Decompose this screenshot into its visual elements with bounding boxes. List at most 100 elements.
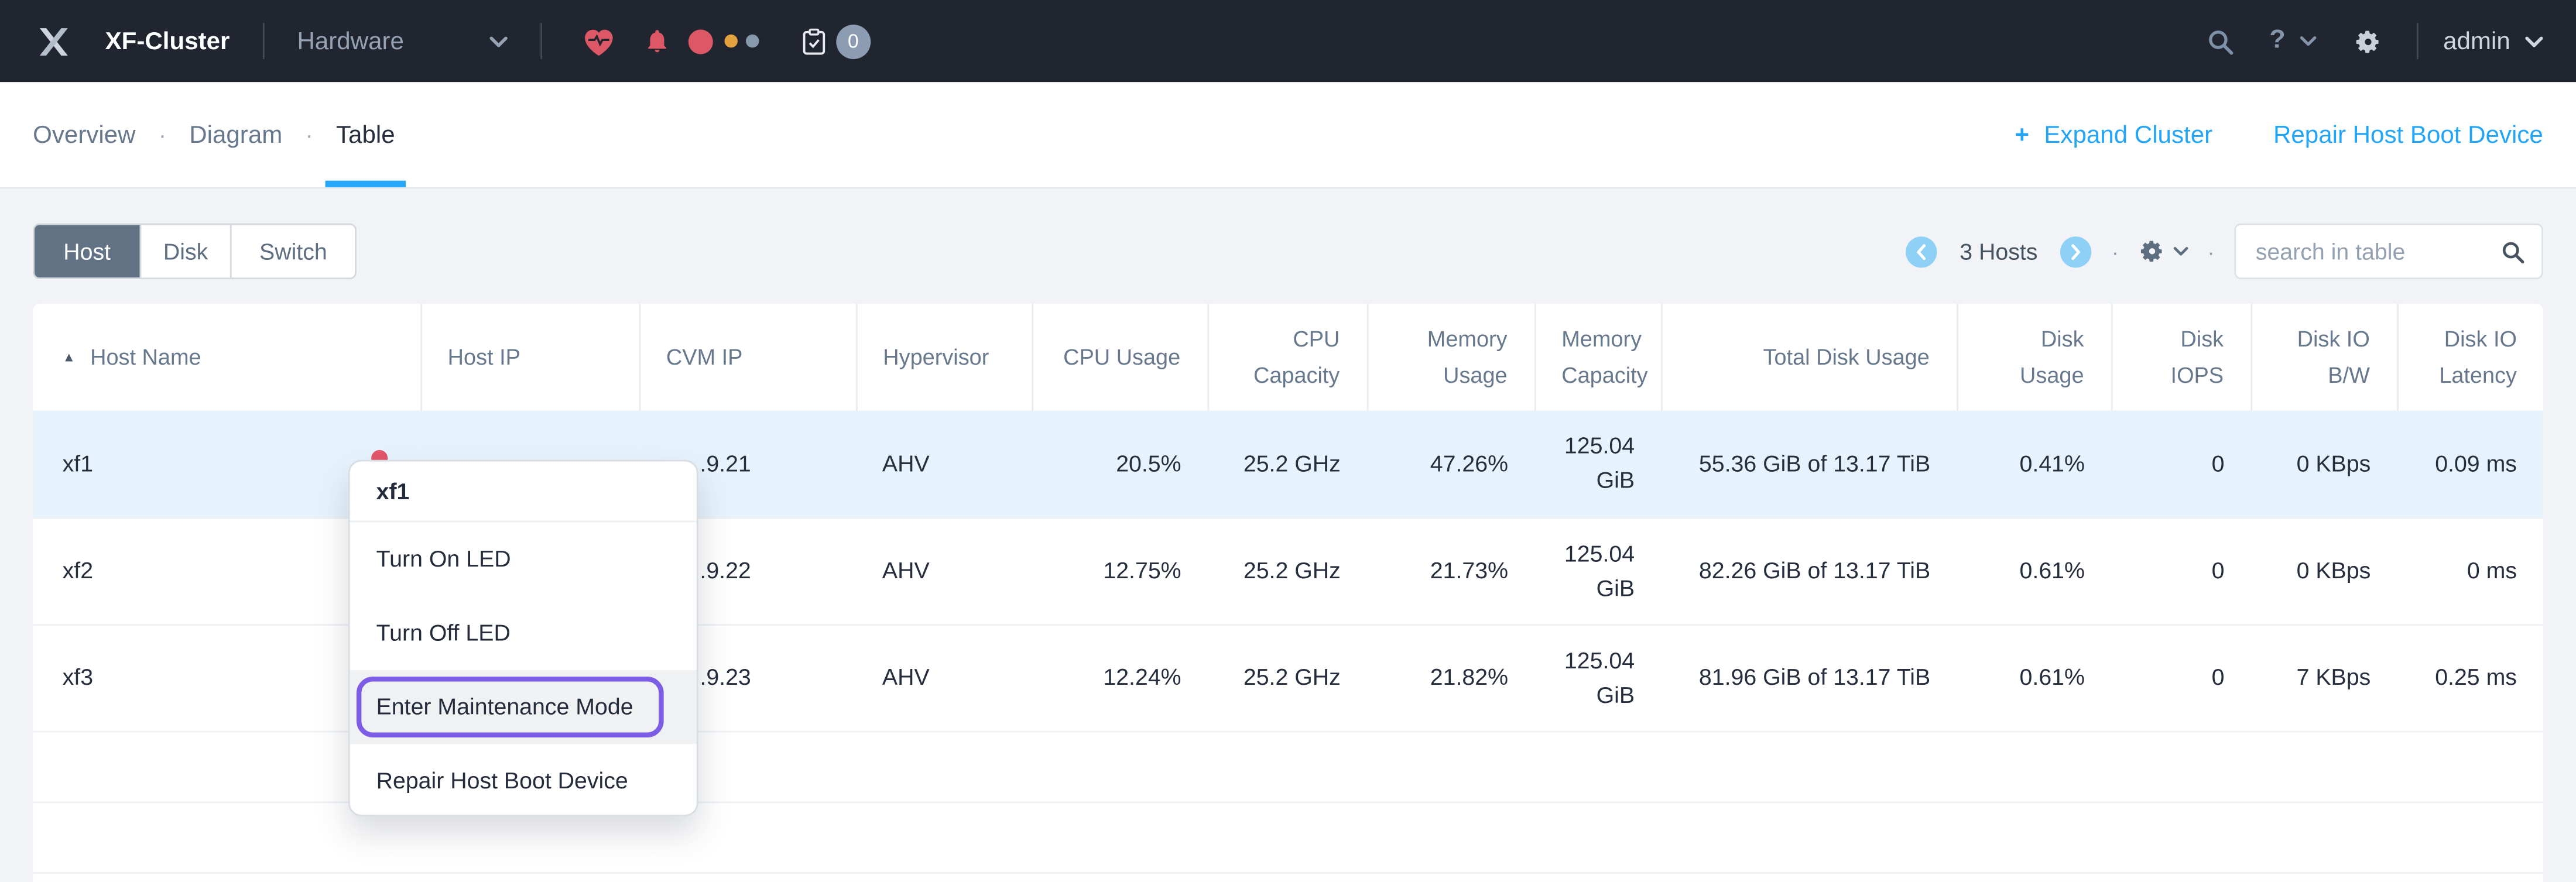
app-window: XF-Cluster Hardware [0, 0, 2576, 882]
host-context-menu: xf1 Turn On LED Turn Off LED Enter Maint… [348, 460, 698, 816]
cell-total-disk-usage: 81.96 GiB of 13.17 TiB [1661, 624, 1957, 730]
settings-gear-icon[interactable] [2355, 27, 2383, 55]
tab-table[interactable]: Table [336, 82, 395, 187]
cell-disk-usage: 0.61% [1957, 624, 2111, 730]
cell-disk-io-bw: 0 KBps [2250, 411, 2397, 517]
menu-item-repair-host-boot-device[interactable]: Repair Host Boot Device [350, 744, 697, 816]
search-icon[interactable] [2207, 27, 2235, 55]
table-settings-gear[interactable] [2139, 238, 2188, 265]
cell-cpu-usage: 12.75% [1032, 517, 1207, 624]
table-toolbar: Host Disk Switch 3 Hosts · [33, 224, 2543, 279]
expand-cluster-button[interactable]: + Expand Cluster [2015, 121, 2212, 149]
cluster-name[interactable]: XF-Cluster [105, 27, 230, 55]
user-menu[interactable]: admin [2443, 27, 2543, 55]
cell-disk-usage: 0.41% [1957, 411, 2111, 517]
cell-disk-io-latency: 0.25 ms [2397, 624, 2543, 730]
table-search-input[interactable] [2252, 236, 2500, 266]
cell-memory-capacity: 125.04 GiB [1534, 517, 1661, 624]
cell-cpu-capacity: 25.2 GHz [1207, 517, 1366, 624]
main-menu-hardware[interactable]: Hardware [297, 27, 507, 55]
help-chevron-down-icon[interactable] [2300, 36, 2317, 46]
cell-memory-capacity: 125.04 GiB [1534, 624, 1661, 730]
page-actions: + Expand Cluster Repair Host Boot Device [2015, 121, 2543, 149]
entity-tab-host[interactable]: Host [35, 225, 140, 277]
cell-cpu-capacity: 25.2 GHz [1207, 411, 1366, 517]
chevron-down-icon [489, 35, 508, 47]
tab-separator-dot: · [306, 122, 313, 148]
cell-hypervisor: AHV [856, 517, 1032, 624]
info-alerts-dot[interactable] [746, 35, 759, 47]
cell-disk-iops: 0 [2111, 624, 2251, 730]
prev-page-button[interactable] [1906, 236, 1937, 267]
column-header-disk-usage[interactable]: Disk Usage [1957, 304, 2111, 410]
next-page-button[interactable] [2061, 236, 2092, 267]
column-header-memory-capacity[interactable]: Memory Capacity [1534, 304, 1661, 410]
cell-memory-usage: 21.82% [1367, 624, 1534, 730]
table-header-row: ▲Host Name Host IP CVM IP Hypervisor CPU… [33, 304, 2543, 410]
help-icon[interactable]: ? [2269, 26, 2285, 56]
cell-cpu-capacity: 25.2 GHz [1207, 624, 1366, 730]
column-header-cvm-ip[interactable]: CVM IP [639, 304, 856, 410]
cell-disk-io-latency: 0.09 ms [2397, 411, 2543, 517]
entity-tab-disk[interactable]: Disk [140, 225, 230, 277]
nutanix-x-logo-icon[interactable] [33, 20, 74, 61]
toolbar-separator-dot: · [2112, 239, 2119, 263]
gear-chevron-down-icon [2173, 246, 2188, 256]
cell-memory-usage: 21.73% [1367, 517, 1534, 624]
column-header-total-disk-usage[interactable]: Total Disk Usage [1661, 304, 1957, 410]
cell-disk-io-latency: 0 ms [2397, 517, 2543, 624]
column-header-cpu-capacity[interactable]: CPU Capacity [1207, 304, 1366, 410]
topbar-left-group: XF-Cluster Hardware [33, 20, 871, 61]
cell-disk-usage: 0.61% [1957, 517, 2111, 624]
column-header-disk-io-bw[interactable]: Disk IO B/W [2250, 304, 2397, 410]
cell-hypervisor: AHV [856, 624, 1032, 730]
cell-memory-usage: 47.26% [1367, 411, 1534, 517]
expand-cluster-label: Expand Cluster [2044, 121, 2212, 149]
cell-disk-iops: 0 [2111, 411, 2251, 517]
entity-tab-switch[interactable]: Switch [230, 225, 355, 277]
topbar-divider [263, 23, 265, 59]
cell-cpu-usage: 12.24% [1032, 624, 1207, 730]
main-menu-label: Hardware [297, 27, 403, 55]
column-header-cpu-usage[interactable]: CPU Usage [1032, 304, 1207, 410]
column-header-hypervisor[interactable]: Hypervisor [856, 304, 1032, 410]
context-menu-list: Turn On LED Turn Off LED Enter Maintenan… [350, 522, 697, 816]
tab-separator-dot: · [159, 122, 166, 148]
sort-asc-icon: ▲ [63, 349, 76, 363]
warning-alerts-dot[interactable] [724, 35, 737, 47]
user-name: admin [2443, 27, 2510, 55]
menu-item-enter-maintenance-mode[interactable]: Enter Maintenance Mode [350, 670, 697, 744]
cell-hypervisor: AHV [856, 411, 1032, 517]
cell-total-disk-usage: 82.26 GiB of 13.17 TiB [1661, 517, 1957, 624]
tasks-clipboard-icon[interactable] [801, 27, 826, 55]
context-menu-title: xf1 [350, 462, 697, 523]
cell-memory-capacity: 125.04 GiB [1534, 411, 1661, 517]
critical-alerts-dot[interactable] [688, 29, 712, 53]
alerts-bell-icon[interactable] [644, 26, 670, 56]
menu-item-turn-off-led[interactable]: Turn Off LED [350, 596, 697, 670]
column-header-disk-iops[interactable]: Disk IOPS [2111, 304, 2251, 410]
topbar-divider [540, 23, 542, 59]
column-header-memory-usage[interactable]: Memory Usage [1367, 304, 1534, 410]
column-header-host-ip[interactable]: Host IP [420, 304, 639, 410]
top-navigation-bar: XF-Cluster Hardware [0, 0, 2576, 82]
repair-host-boot-device-button[interactable]: Repair Host Boot Device [2273, 121, 2543, 149]
table-search-box [2234, 224, 2543, 279]
toolbar-separator-dot: · [2207, 239, 2214, 263]
tab-overview[interactable]: Overview [33, 82, 135, 187]
column-header-disk-io-latency[interactable]: Disk IO Latency [2397, 304, 2543, 410]
toolbar-right-group: 3 Hosts · · [1906, 224, 2543, 279]
host-count-label: 3 Hosts [1960, 238, 2037, 265]
column-header-host-name[interactable]: ▲Host Name [33, 304, 420, 410]
cell-cpu-usage: 20.5% [1032, 411, 1207, 517]
topbar-right-group: ? admin [2207, 23, 2543, 59]
cell-total-disk-usage: 55.36 GiB of 13.17 TiB [1661, 411, 1957, 517]
cell-disk-io-bw: 7 KBps [2250, 624, 2397, 730]
health-heart-icon[interactable] [581, 25, 616, 56]
entity-segmented-control: Host Disk Switch [33, 224, 357, 279]
menu-item-turn-on-led[interactable]: Turn On LED [350, 522, 697, 596]
tasks-count-badge[interactable]: 0 [836, 24, 871, 59]
cell-disk-io-bw: 0 KBps [2250, 517, 2397, 624]
tab-diagram[interactable]: Diagram [189, 82, 282, 187]
cell-disk-iops: 0 [2111, 517, 2251, 624]
